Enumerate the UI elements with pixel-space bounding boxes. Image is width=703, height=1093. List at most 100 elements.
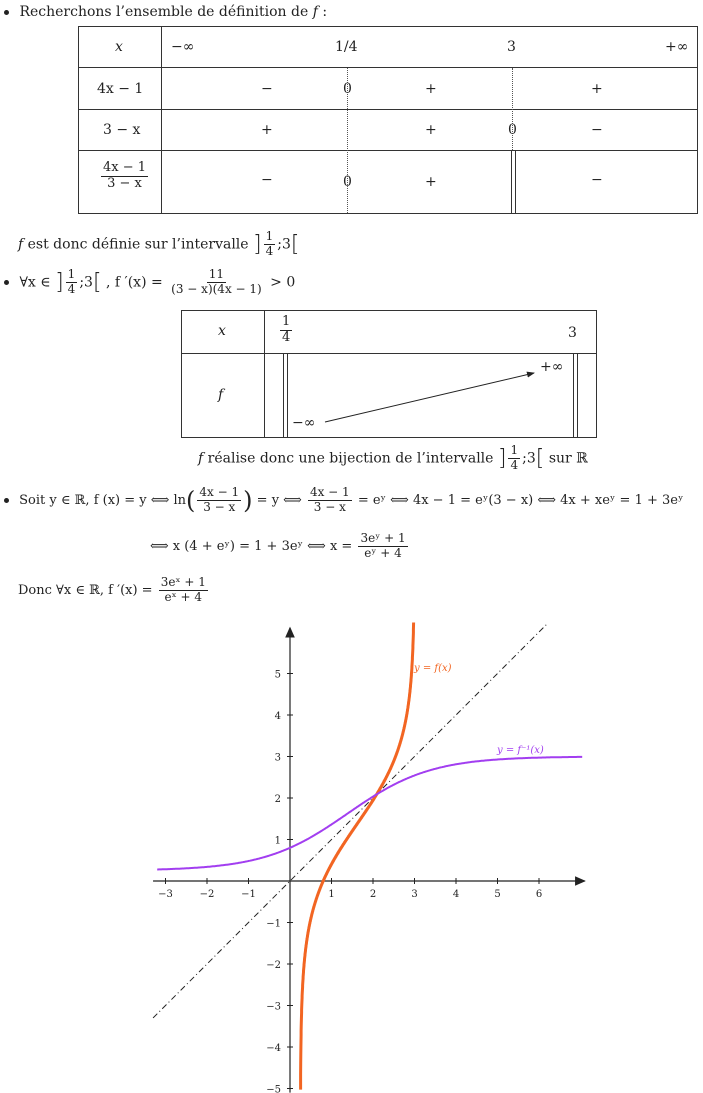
var-x-start-num: 1: [280, 314, 293, 331]
sign-cell: −: [261, 172, 273, 188]
y-tick-label: 2: [275, 794, 281, 805]
derivative-frac-num: 1: [65, 267, 78, 283]
x-tick-label: −1: [241, 889, 256, 900]
f-inverse-label: y = f⁻¹(x): [496, 745, 544, 756]
f-curve-label: y = f(x): [413, 663, 452, 674]
quotient-den: 3 − x: [107, 175, 142, 191]
sign-cell: +: [261, 122, 273, 138]
bracket-close: [: [290, 231, 300, 257]
bijection-sur: sur ℝ: [548, 450, 588, 467]
solve-line-2: ⟺ x (4 + eʸ) = 1 + 3eʸ ⟺ x = 3eʸ + 1 eʸ +…: [150, 531, 410, 561]
y-tick-label: −4: [266, 1043, 281, 1054]
bijection-end: 3: [526, 450, 536, 467]
solve-f3-den: eʸ + 4: [364, 545, 402, 560]
y-tick-label: 1: [275, 836, 281, 847]
solve-f2-den: 3 − x: [313, 499, 346, 514]
sign-cell: +: [591, 81, 603, 97]
conclusion-num: 3eˣ + 1: [158, 575, 208, 591]
row-label-4x-1: 4x − 1: [97, 81, 144, 97]
identity-line: [152, 623, 548, 1019]
var-x-start-den: 4: [282, 329, 291, 345]
bullet-icon: [4, 279, 9, 285]
bijection-var: f: [198, 450, 204, 467]
x-tick-label: 6: [536, 889, 542, 900]
solve-f1-num: 4x − 1: [197, 485, 242, 501]
sign-cell: 0: [343, 81, 352, 97]
conclusion-den: eˣ + 4: [164, 589, 203, 604]
derivative-end: 3: [84, 274, 93, 291]
y-tick-label: −3: [266, 1002, 281, 1013]
sign-cell: 0: [508, 122, 517, 138]
domain-frac-den: 4: [265, 243, 274, 258]
derivative-line: ∀x ∈ ] 1 4 ;3[ , f ′(x) = 11 (3 − x)(4x − 1)…: [4, 267, 296, 297]
section-intro: Recherchons l’ensemble de définition de …: [4, 4, 327, 20]
x-tick-label: 5: [494, 889, 500, 900]
conclusion-text: Donc ∀x ∈ ℝ, f ′(x) =: [18, 582, 153, 598]
x-tick-label: 2: [370, 889, 376, 900]
variation-arrow: [324, 371, 535, 423]
domain-end: 3: [281, 236, 291, 253]
sign-cell: −: [591, 172, 603, 188]
intro-text: Recherchons l’ensemble de définition de: [19, 4, 309, 20]
var-low: −∞: [292, 415, 316, 431]
x-tick-label: 1: [328, 889, 334, 900]
conclusion-line: Donc ∀x ∈ ℝ, f ′(x) = 3eˣ + 1 eˣ + 4: [18, 575, 210, 605]
y-tick-label: −1: [266, 919, 281, 930]
derivative-forall: ∀x ∈: [19, 274, 51, 291]
solve-1b: = y ⟺: [256, 492, 302, 508]
bullet-icon: [4, 9, 9, 15]
quotient-num: 4x − 1: [101, 160, 149, 177]
solve-1c: = eʸ ⟺ 4x − 1 = eʸ(3 − x) ⟺ 4x + xeʸ = 1…: [357, 492, 684, 508]
bullet-icon: [4, 497, 9, 503]
sign-cell: −: [261, 81, 273, 97]
row-label-3-x: 3 − x: [103, 122, 141, 138]
x-tick-label: −2: [200, 889, 215, 900]
bracket-open: ]: [253, 231, 262, 257]
bijection-text: réalise donc une bijection de l’interval…: [207, 450, 494, 467]
domain-var: f: [18, 236, 24, 253]
solve-2a: ⟺ x (4 + eʸ) = 1 + 3eʸ ⟺ x =: [150, 538, 353, 554]
sign-table: x −∞ 1/4 3 +∞ 4x − 1 − 0 + + 3 − x + + 0…: [78, 26, 698, 214]
sign-header-pinf: +∞: [665, 39, 689, 55]
bracket-close: [: [535, 445, 545, 471]
var-f-label: f: [218, 387, 224, 403]
sign-header-minf: −∞: [171, 39, 195, 55]
bijection-frac-num: 1: [508, 443, 521, 459]
derivative-num: 11: [206, 267, 227, 283]
x-tick-label: 4: [453, 889, 459, 900]
bracket-open: ]: [55, 269, 64, 295]
x-tick-label: 3: [411, 889, 417, 900]
var-x-end: 3: [568, 325, 577, 341]
sign-cell: +: [425, 122, 437, 138]
y-tick-label: −2: [266, 960, 281, 971]
sign-cell: 0: [343, 174, 352, 190]
solve-f1-den: 3 − x: [203, 499, 236, 514]
y-tick-label: 5: [275, 670, 281, 681]
sign-cell: +: [425, 174, 437, 190]
sign-header-quarter: 1/4: [335, 39, 358, 55]
derivative-gt: > 0: [270, 274, 296, 291]
sign-header-x: x: [115, 39, 123, 55]
domain-frac-num: 1: [263, 229, 276, 245]
sign-header-three: 3: [507, 39, 516, 55]
f-curve: [299, 622, 416, 1090]
bijection-sep: ;: [522, 450, 527, 467]
var-high: +∞: [540, 359, 564, 375]
var-x-label: x: [218, 323, 226, 339]
bracket-close: [: [92, 269, 102, 295]
bracket-open: ]: [497, 445, 507, 471]
y-tick-label: −5: [266, 1085, 281, 1093]
x-tick-label: −3: [158, 889, 173, 900]
y-tick-label: 4: [275, 711, 281, 722]
derivative-den: (3 − x)(4x − 1): [171, 281, 262, 296]
domain-line: f est donc définie sur l’intervalle ] 1 4;…: [18, 229, 300, 259]
bijection-frac-den: 4: [510, 457, 519, 472]
sign-cell: −: [591, 122, 603, 138]
y-tick-label: 3: [275, 753, 281, 764]
derivative-frac-den: 4: [67, 281, 76, 296]
derivative-sep: ;: [79, 274, 85, 291]
